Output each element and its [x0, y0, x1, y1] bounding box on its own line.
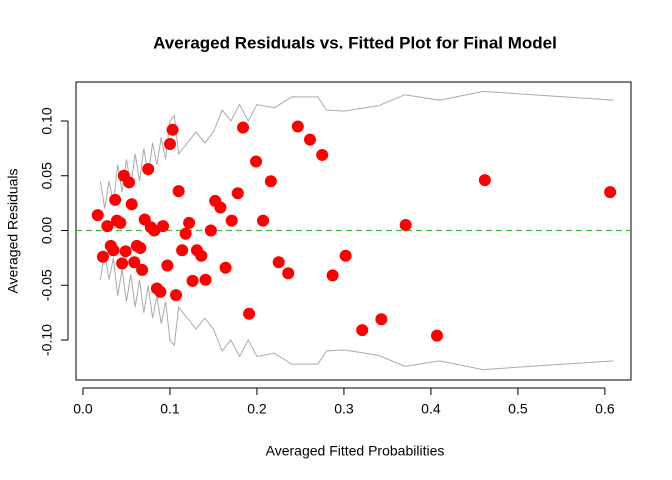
point: [119, 245, 132, 258]
point: [604, 186, 617, 199]
point: [304, 133, 317, 146]
point: [214, 201, 227, 214]
point: [264, 175, 277, 188]
point: [195, 249, 208, 262]
point: [125, 198, 138, 211]
point: [237, 121, 250, 134]
point: [142, 163, 155, 176]
point: [128, 256, 141, 269]
point: [243, 307, 256, 320]
point: [136, 263, 149, 276]
y-tick-label: 0.10: [39, 107, 55, 134]
point: [114, 216, 127, 229]
band-line: [99, 252, 614, 371]
point: [156, 220, 169, 233]
x-tick-label: 0.4: [421, 401, 441, 417]
x-tick-label: 0.1: [160, 401, 180, 417]
x-axis-label: Averaged Fitted Probabilities: [266, 443, 445, 459]
point: [225, 214, 238, 227]
point: [134, 242, 147, 255]
point: [272, 256, 285, 269]
band-line: [99, 90, 614, 209]
point: [91, 209, 104, 222]
y-tick-label: -0.10: [39, 324, 55, 356]
point: [183, 216, 196, 229]
point: [179, 227, 192, 240]
point: [204, 224, 217, 237]
point: [231, 187, 244, 200]
point: [176, 244, 189, 257]
x-tick-label: 0.0: [73, 401, 93, 417]
point: [186, 274, 199, 287]
y-tick-label: 0.00: [39, 217, 55, 244]
point: [101, 220, 114, 233]
chart-title: Averaged Residuals vs. Fitted Plot for F…: [153, 33, 557, 52]
point: [339, 249, 352, 262]
point: [166, 123, 179, 136]
point: [154, 285, 167, 298]
x-tick-label: 0.3: [334, 401, 354, 417]
point: [257, 214, 270, 227]
point: [282, 267, 295, 280]
point: [163, 137, 176, 150]
point: [161, 259, 174, 272]
y-tick-label: 0.05: [39, 162, 55, 189]
x-tick-label: 0.6: [595, 401, 615, 417]
point: [123, 176, 136, 189]
point: [219, 261, 232, 274]
point: [250, 155, 263, 168]
point: [399, 219, 412, 232]
point: [107, 244, 120, 257]
x-tick-label: 0.2: [247, 401, 267, 417]
point: [170, 289, 183, 302]
y-tick-label: -0.05: [39, 269, 55, 301]
point: [356, 324, 369, 337]
point: [326, 269, 339, 282]
point: [109, 193, 122, 206]
point: [116, 257, 129, 270]
point: [431, 329, 444, 342]
point: [316, 148, 329, 161]
point: [375, 313, 388, 326]
point: [291, 120, 304, 133]
point: [478, 174, 491, 187]
point: [172, 185, 185, 198]
point: [96, 250, 109, 263]
x-tick-label: 0.5: [508, 401, 528, 417]
point: [199, 273, 212, 286]
y-axis-label: Averaged Residuals: [5, 168, 21, 293]
